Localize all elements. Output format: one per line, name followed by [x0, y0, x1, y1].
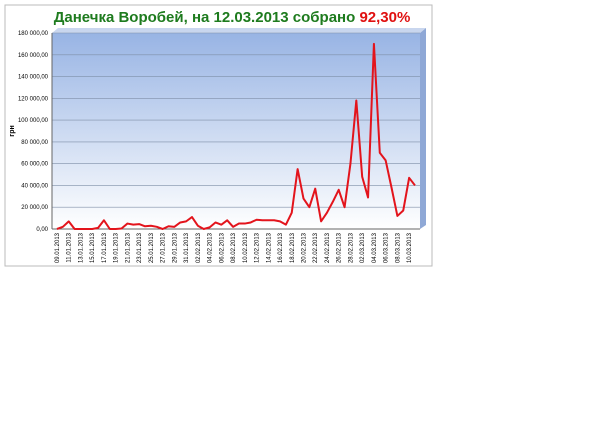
x-tick-label: 04.03.2013 [372, 232, 378, 263]
x-tick-label: 13.01.2013 [78, 232, 84, 263]
x-tick-label: 24.02.2013 [325, 232, 331, 263]
x-tick-label: 06.02.2013 [219, 232, 225, 263]
y-tick-label: 100 000,00 [18, 118, 49, 124]
x-tick-label: 28.02.2013 [348, 232, 354, 263]
y-tick-label: 20 000,00 [21, 205, 48, 211]
x-tick-label: 14.02.2013 [266, 232, 272, 263]
data-line [56, 42, 416, 230]
y-tick-label: 40 000,00 [21, 183, 48, 189]
y-tick-label: 0,00 [36, 227, 48, 233]
x-tick-label: 12.02.2013 [255, 232, 261, 263]
x-tick-label: 18.02.2013 [290, 232, 296, 263]
x-tick-label: 15.01.2013 [90, 232, 96, 263]
x-tick-label: 10.03.2013 [407, 232, 413, 263]
x-tick-label: 27.01.2013 [161, 232, 167, 263]
x-tick-label: 10.02.2013 [243, 232, 249, 263]
x-tick-label: 02.03.2013 [360, 232, 366, 263]
x-tick-label: 04.02.2013 [208, 232, 214, 263]
y-tick-label: 80 000,00 [21, 140, 48, 146]
x-tick-label: 21.01.2013 [125, 232, 131, 263]
x-tick-label: 23.01.2013 [137, 232, 143, 263]
x-tick-label: 19.01.2013 [114, 232, 120, 263]
plot-area [52, 33, 420, 229]
x-tick-label: 06.03.2013 [384, 232, 390, 263]
y-axis-label: грн [9, 125, 16, 136]
title-highlight: 92,30% [359, 9, 410, 26]
x-tick-label: 08.03.2013 [395, 232, 401, 263]
x-tick-label: 29.01.2013 [172, 232, 178, 263]
x-tick-label: 02.02.2013 [196, 232, 202, 263]
x-tick-label: 09.01.2013 [55, 232, 61, 263]
y-tick-label: 140 000,00 [18, 75, 49, 81]
plot-top-edge [52, 28, 426, 33]
plot-side-edge [420, 28, 426, 229]
x-tick-label: 16.02.2013 [278, 232, 284, 263]
y-tick-label: 160 000,00 [18, 53, 49, 59]
title-text: Данечка Воробей, на 12.03.2013 собрано [54, 9, 360, 26]
y-tick-label: 120 000,00 [18, 96, 49, 102]
x-tick-label: 08.02.2013 [231, 232, 237, 263]
x-tick-label: 25.01.2013 [149, 232, 155, 263]
x-tick-label: 31.01.2013 [184, 232, 190, 263]
y-tick-label: 60 000,00 [21, 162, 48, 168]
x-tick-label: 26.02.2013 [337, 232, 343, 263]
x-tick-label: 11.01.2013 [67, 232, 73, 262]
chart-title: Данечка Воробей, на 12.03.2013 собрано 9… [54, 9, 411, 26]
y-tick-label: 180 000,00 [18, 31, 49, 37]
x-tick-label: 22.02.2013 [313, 232, 319, 263]
x-tick-label: 17.01.2013 [102, 232, 108, 263]
x-tick-label: 20.02.2013 [301, 232, 307, 263]
